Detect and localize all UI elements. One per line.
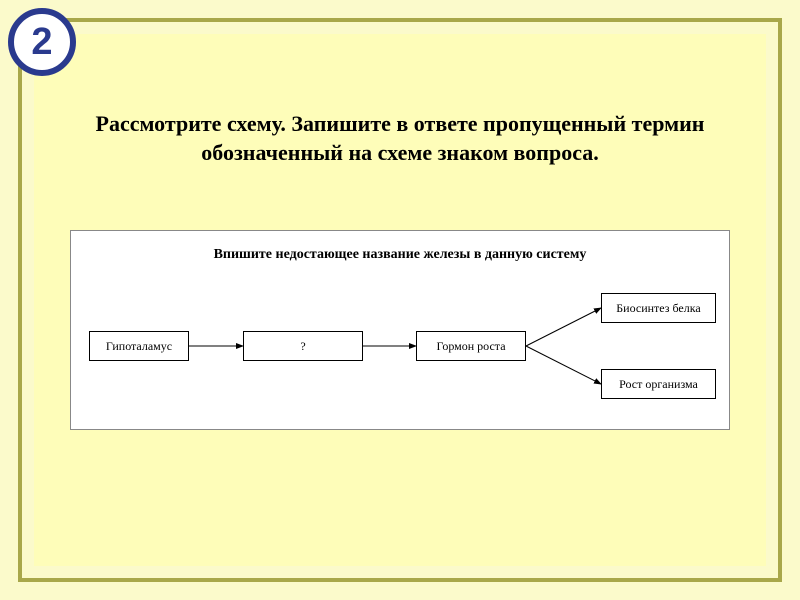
slide: 2 Рассмотрите схему. Запишите в ответе п…	[0, 0, 800, 600]
flowchart-node: ?	[243, 331, 363, 361]
question-number-badge: 2	[8, 8, 76, 76]
flowchart-node: Гипоталамус	[89, 331, 189, 361]
flowchart-node: Рост организма	[601, 369, 716, 399]
flowchart-node: Биосинтез белка	[601, 293, 716, 323]
instruction-text: Рассмотрите схему. Запишите в ответе про…	[60, 110, 740, 167]
diagram-title: Впишите недостающее название железы в да…	[71, 247, 729, 263]
badge-number: 2	[31, 21, 52, 64]
diagram-panel: Впишите недостающее название железы в да…	[70, 230, 730, 430]
flowchart-node: Гормон роста	[416, 331, 526, 361]
